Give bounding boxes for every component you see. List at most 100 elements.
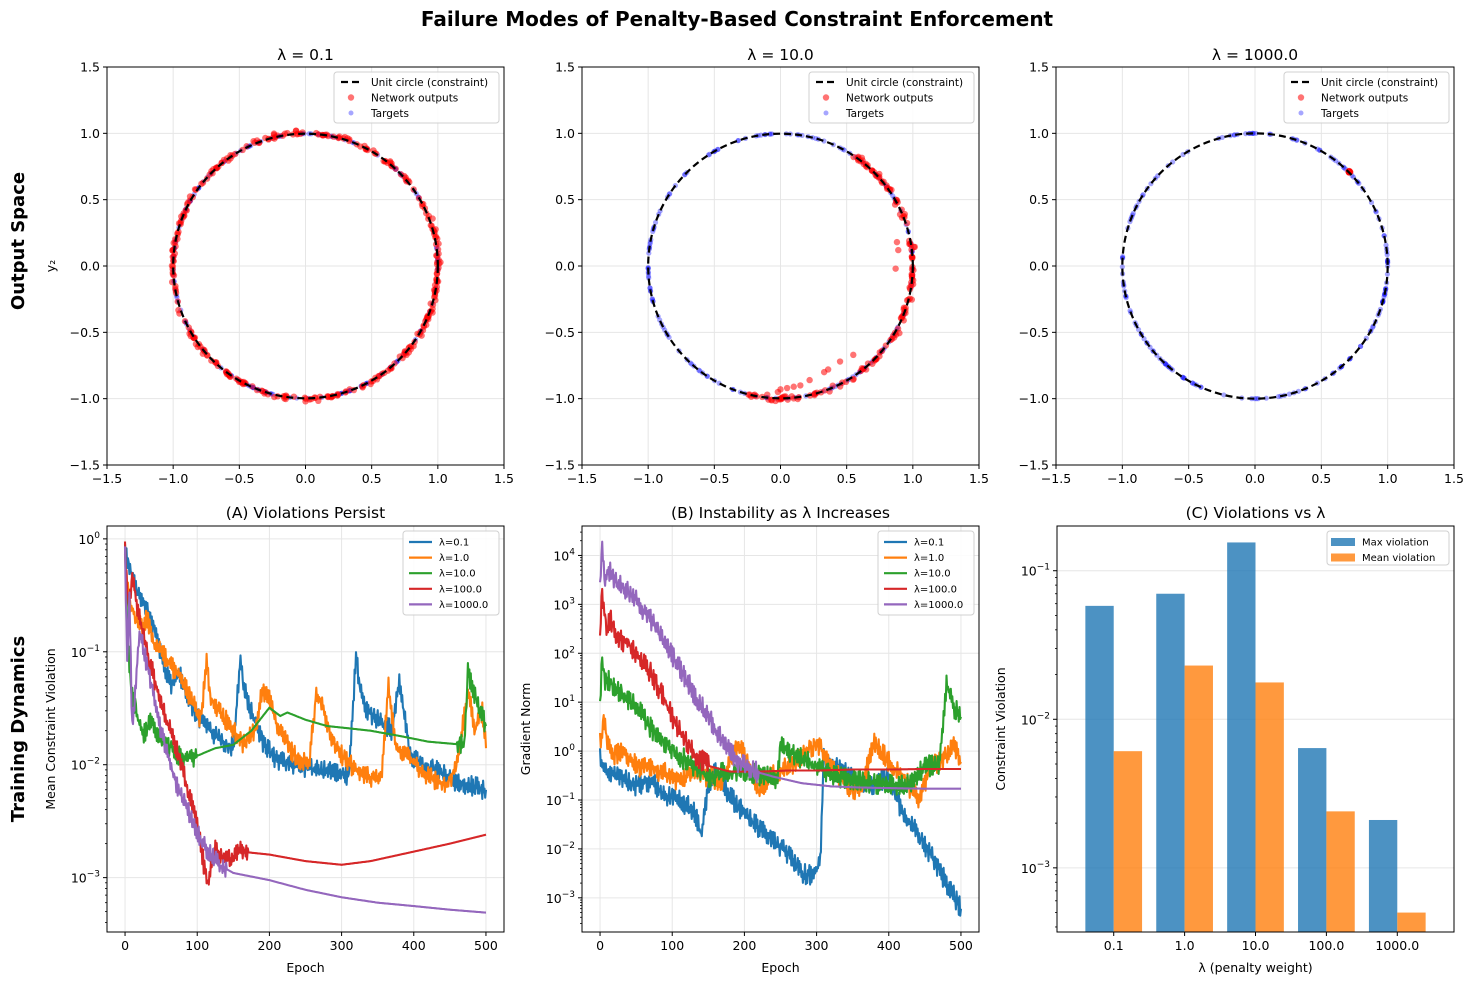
target-point <box>1120 253 1126 260</box>
x-tick-label: 1.0 <box>428 471 448 486</box>
target-point <box>758 132 764 138</box>
x-axis-label: Epoch <box>286 960 324 975</box>
legend: λ=0.1 λ=1.0 λ=10.0 λ=100.0 λ=1000.0 <box>402 530 500 616</box>
x-tick-label: −0.5 <box>699 471 729 486</box>
series-line-100.0 <box>123 541 487 886</box>
y-tick-label: 10−3 <box>1021 860 1050 876</box>
line-panel-instability: 0 100 200 300 400 500 10−3 10−2 10−1 100 101 102 103… <box>518 504 980 975</box>
bar-panel-violations-vs-lambda: 0.1 1.0 10.0 100.0 1000.0 10−3 10−2 10−1 (C) Vio… <box>993 504 1455 975</box>
y-axis-label: Gradient Norm <box>518 683 533 775</box>
series-line-0.1 <box>598 747 963 917</box>
bar-max-1000.0 <box>1368 819 1398 932</box>
x-tick-label: 10.0 <box>1242 938 1270 953</box>
series-line-1000.0 <box>598 540 962 790</box>
x-tick-label: 0.1 <box>1104 938 1124 953</box>
series-line-10.0 <box>123 543 488 768</box>
target-point <box>766 131 773 137</box>
x-tick-label: 0 <box>121 938 129 953</box>
y-tick-label: 10−2 <box>546 841 575 857</box>
legend-box <box>1326 530 1450 566</box>
y-tick-label: 0.0 <box>555 259 575 274</box>
legend: Unit circle (constraint) Network outputs T… <box>1283 71 1450 124</box>
y-tick-label: 10−1 <box>1021 563 1050 579</box>
bar-mean-0.1 <box>1113 751 1143 932</box>
target-point <box>652 219 659 226</box>
target-point <box>1119 264 1125 270</box>
output-point <box>427 222 435 229</box>
x-tick-label: 1.0 <box>903 471 923 486</box>
legend-label: Mean violation <box>1362 553 1435 564</box>
x-tick-label: 1.0 <box>1378 471 1398 486</box>
legend-label: Targets <box>845 108 884 120</box>
legend-box <box>877 530 975 616</box>
y-tick-label: 10−3 <box>71 870 100 886</box>
target-point <box>1255 396 1261 402</box>
bar-max-1.0 <box>1156 593 1185 932</box>
bar-mean-100.0 <box>1326 811 1355 932</box>
legend-swatch-icon <box>1331 538 1355 546</box>
x-tick-label: 0.0 <box>1245 471 1265 486</box>
x-tick-label: −1.5 <box>1041 471 1071 486</box>
output-point <box>901 210 908 218</box>
y-tick-label: 10−2 <box>1021 711 1050 727</box>
y-tick-label: 100 <box>553 743 575 759</box>
y-tick-label: 103 <box>553 596 575 612</box>
target-point <box>1381 294 1387 300</box>
output-point <box>895 246 902 254</box>
output-point <box>302 398 309 405</box>
y-tick-label: −0.5 <box>1019 325 1049 340</box>
x-tick-label: 0.5 <box>837 471 857 486</box>
unit-circle-constraint <box>172 132 439 400</box>
bar-max-10.0 <box>1227 542 1256 932</box>
target-point <box>1219 134 1225 141</box>
y-tick-label: 102 <box>553 645 575 661</box>
x-tick-label: −1.0 <box>158 471 188 486</box>
output-point <box>892 265 899 272</box>
legend-label: λ=0.1 <box>439 538 469 549</box>
output-point <box>431 292 439 299</box>
target-point <box>647 241 653 247</box>
target-point <box>1250 130 1257 136</box>
legend-label: λ=1000.0 <box>439 600 488 611</box>
output-point <box>898 315 905 322</box>
legend-red-marker-icon <box>822 94 830 101</box>
output-point <box>272 133 279 141</box>
target-point <box>1252 396 1258 402</box>
y-axis-label: Mean Constraint Violation <box>43 648 58 809</box>
output-point <box>797 382 804 389</box>
output-point <box>783 384 791 392</box>
legend-label: λ=1.0 <box>914 553 944 564</box>
output-point <box>435 240 442 247</box>
legend-label: Network outputs <box>371 93 458 105</box>
target-point <box>645 264 651 271</box>
output-point <box>336 133 343 140</box>
x-axis-label: Epoch <box>761 960 799 975</box>
panel-title: λ = 1000.0 <box>1212 46 1298 64</box>
target-point <box>1383 242 1389 248</box>
series-line-1.0 <box>123 553 488 793</box>
x-tick-label: 0.5 <box>362 471 382 486</box>
output-point <box>806 376 813 384</box>
bar-mean-1.0 <box>1184 665 1213 932</box>
y-tick-label: 10−1 <box>71 644 100 660</box>
output-point <box>893 238 901 246</box>
row-label-output-space: Output Space <box>8 172 29 310</box>
y-tick-label: 1.5 <box>1029 60 1049 75</box>
legend-red-marker-icon <box>347 94 355 101</box>
legend-label: λ=10.0 <box>914 569 951 580</box>
legend-label: λ=1000.0 <box>914 600 963 611</box>
x-tick-label: 0.0 <box>296 471 316 486</box>
x-tick-label: −1.5 <box>92 471 122 486</box>
legend-label: Targets <box>1320 108 1359 120</box>
output-point <box>764 391 771 398</box>
legend-label: Unit circle (constraint) <box>846 77 963 89</box>
panel-title: λ = 0.1 <box>277 46 334 64</box>
target-point <box>1263 395 1269 401</box>
y-tick-label: 101 <box>553 694 575 710</box>
y-tick-label: −1.5 <box>545 458 575 473</box>
legend-box <box>333 71 500 124</box>
x-tick-label: 300 <box>805 938 829 953</box>
y-tick-label: −1.5 <box>70 458 100 473</box>
panel-title: λ = 10.0 <box>747 46 814 64</box>
y-tick-label: 0.5 <box>80 192 100 207</box>
